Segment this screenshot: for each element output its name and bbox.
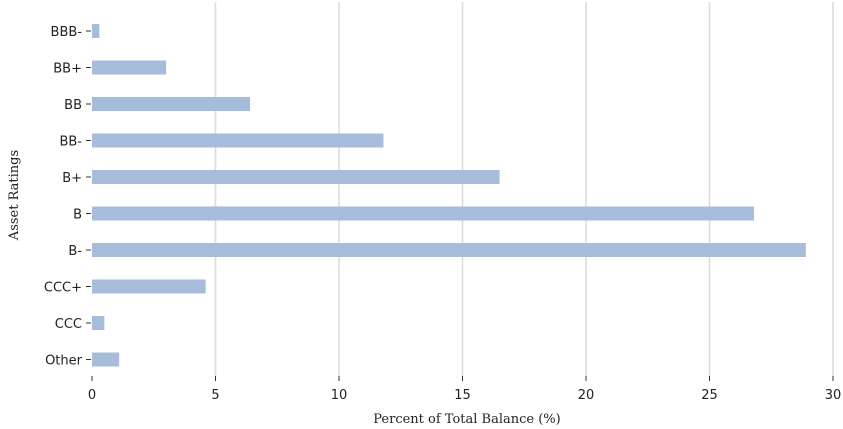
bar [92, 170, 500, 184]
y-tick-label: CCC+ [44, 281, 82, 296]
bar [92, 24, 100, 38]
bar [92, 133, 384, 148]
y-tick-label: B [73, 208, 82, 223]
y-tick-label: B+ [62, 171, 82, 186]
x-axis-title: Percent of Total Balance (%) [373, 412, 560, 427]
bar [92, 60, 167, 75]
y-tick-label: CCC [55, 317, 82, 332]
x-tick-label: 30 [825, 388, 842, 403]
grid-lines [214, 2, 834, 376]
y-tick-label: Other [45, 354, 83, 369]
bars [92, 24, 806, 367]
y-tick-label: BBB- [51, 25, 83, 40]
x-tick-label: 20 [578, 388, 595, 403]
y-tick-label: BB+ [53, 62, 82, 77]
bar [92, 279, 206, 294]
x-tick-label: 15 [454, 388, 471, 403]
y-axis-title: Asset Ratings [7, 150, 22, 241]
bar [92, 243, 806, 257]
bar [92, 97, 251, 111]
bar [92, 206, 754, 221]
x-tick-label: 0 [88, 388, 96, 403]
x-tick-label: 25 [701, 388, 718, 403]
y-tick-label: B- [68, 244, 82, 259]
bar [92, 316, 105, 330]
x-tick-label: 5 [211, 388, 219, 403]
bar [92, 352, 120, 367]
x-tick-label: 10 [331, 388, 348, 403]
x-axis-ticks: 0 5 10 15 20 25 30 [88, 376, 841, 403]
y-tick-label: BB- [59, 135, 82, 150]
y-tick-label: BB [64, 98, 82, 113]
